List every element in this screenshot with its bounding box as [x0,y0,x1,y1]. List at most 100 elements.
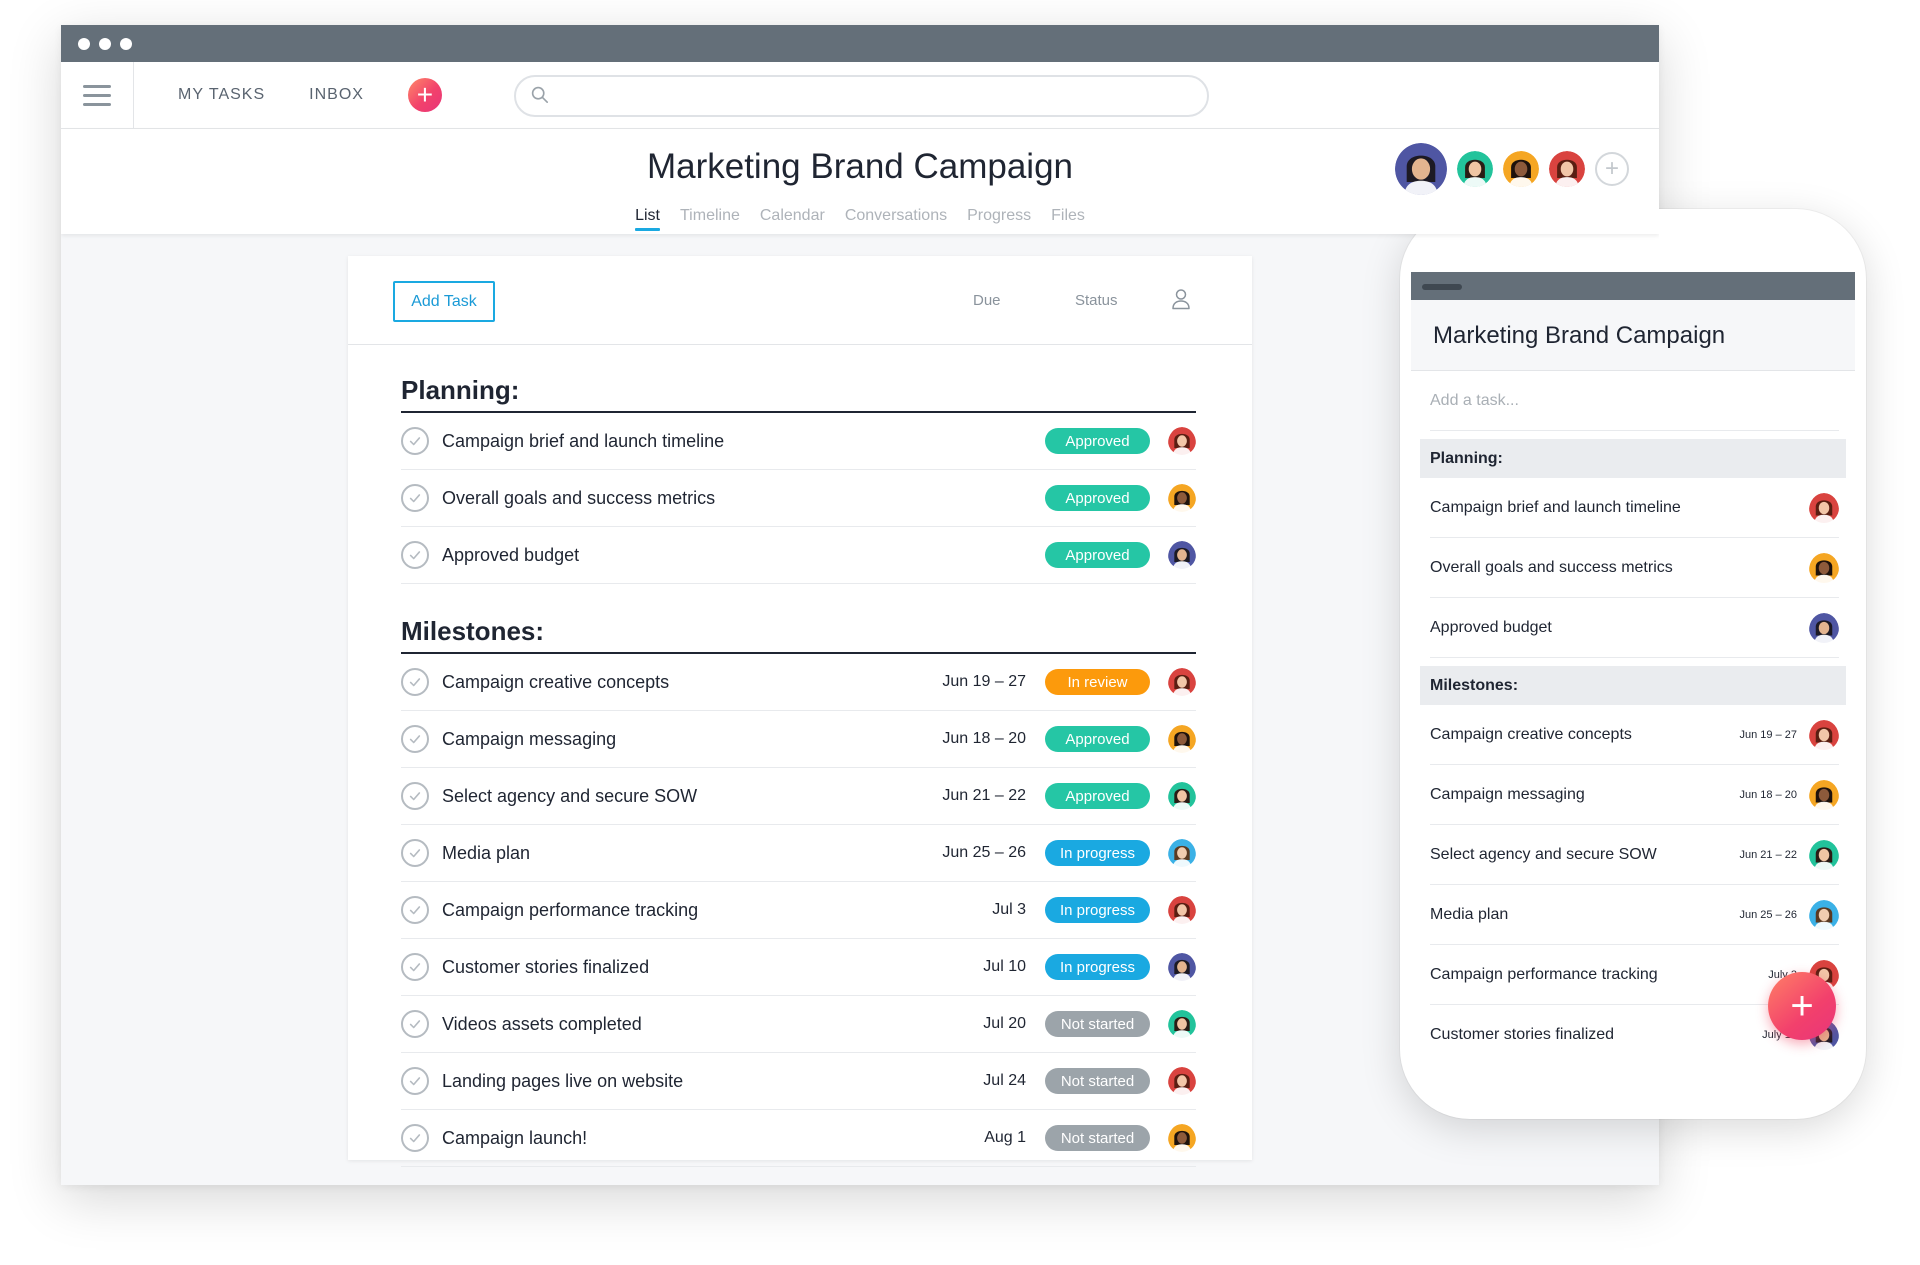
status-badge[interactable]: Approved [1045,783,1150,809]
phone-task-name[interactable]: Overall goals and success metrics [1430,558,1673,576]
task-row[interactable]: Overall goals and success metrics Approv… [401,470,1196,527]
assignee-avatar[interactable] [1168,953,1196,986]
section-title[interactable]: Milestones: [401,612,1196,654]
task-row[interactable]: Campaign creative concepts Jun 19 – 27 I… [401,654,1196,711]
complete-task-checkbox[interactable] [401,725,429,753]
phone-assignee-avatar[interactable] [1809,780,1839,815]
phone-task-row[interactable]: Media plan Jun 25 – 26 [1430,885,1839,945]
status-badge[interactable]: In progress [1045,840,1150,866]
person-icon[interactable] [1171,288,1191,310]
status-badge[interactable]: In progress [1045,897,1150,923]
task-row[interactable]: Campaign messaging Jun 18 – 20 Approved [401,711,1196,768]
task-row[interactable]: Campaign launch! Aug 1 Not started [401,1110,1196,1167]
task-row[interactable]: Select agency and secure SOW Jun 21 – 22… [401,768,1196,825]
task-due-date[interactable]: Jul 24 [983,1072,1026,1089]
tab-list[interactable]: List [635,207,660,231]
phone-assignee-avatar[interactable] [1809,493,1839,528]
add-member-button[interactable]: + [1595,152,1629,186]
status-badge[interactable]: Not started [1045,1125,1150,1151]
phone-assignee-avatar[interactable] [1809,613,1839,648]
phone-task-row[interactable]: Select agency and secure SOW Jun 21 – 22 [1430,825,1839,885]
tab-progress[interactable]: Progress [967,207,1032,224]
task-name[interactable]: Landing pages live on website [442,1070,684,1091]
complete-task-checkbox[interactable] [401,668,429,696]
phone-task-name[interactable]: Select agency and secure SOW [1430,845,1657,863]
phone-task-row[interactable]: Overall goals and success metrics [1430,538,1839,598]
task-due-date[interactable]: Jun 25 – 26 [942,844,1026,861]
assignee-avatar[interactable] [1168,839,1196,872]
phone-section-title[interactable]: Milestones: [1420,666,1846,705]
assignee-avatar[interactable] [1168,1124,1196,1157]
assignee-avatar[interactable] [1168,668,1196,701]
task-row[interactable]: Campaign brief and launch timeline Appro… [401,413,1196,470]
quick-add-button[interactable]: + [407,78,442,112]
phone-assignee-avatar[interactable] [1809,900,1839,935]
window-close-dot[interactable] [78,37,90,50]
complete-task-checkbox[interactable] [401,541,429,569]
phone-add-task-input[interactable]: Add a task... [1430,371,1839,431]
search-input[interactable] [514,75,1209,117]
task-row[interactable]: Customer stories finalized Jul 10 In pro… [401,939,1196,996]
complete-task-checkbox[interactable] [401,1067,429,1095]
nav-my-tasks[interactable]: MY TASKS [178,86,266,103]
nav-inbox[interactable]: INBOX [309,86,364,103]
task-name[interactable]: Approved budget [442,544,580,565]
task-name[interactable]: Customer stories finalized [442,956,650,977]
status-badge[interactable]: Approved [1045,485,1150,511]
phone-add-fab[interactable]: + [1768,972,1836,1040]
complete-task-checkbox[interactable] [401,1124,429,1152]
task-name[interactable]: Campaign creative concepts [442,671,670,692]
complete-task-checkbox[interactable] [401,782,429,810]
assignee-avatar[interactable] [1168,484,1196,517]
task-name[interactable]: Videos assets completed [442,1013,642,1034]
complete-task-checkbox[interactable] [401,953,429,981]
status-badge[interactable]: Not started [1045,1011,1150,1037]
window-minimize-dot[interactable] [99,37,111,50]
column-header-status[interactable]: Status [1075,292,1118,309]
task-name[interactable]: Campaign performance tracking [442,899,699,920]
assignee-avatar[interactable] [1168,782,1196,815]
assignee-avatar[interactable] [1168,896,1196,929]
task-due-date[interactable]: Jun 18 – 20 [942,730,1026,747]
status-badge[interactable]: In review [1045,669,1150,695]
task-due-date[interactable]: Jun 19 – 27 [942,673,1026,690]
phone-task-name[interactable]: Media plan [1430,905,1509,923]
phone-task-row[interactable]: Campaign messaging Jun 18 – 20 [1430,765,1839,825]
task-name[interactable]: Campaign launch! [442,1127,588,1148]
assignee-avatar[interactable] [1168,1010,1196,1043]
task-name[interactable]: Media plan [442,842,531,863]
phone-task-name[interactable]: Approved budget [1430,618,1552,636]
phone-task-name[interactable]: Customer stories finalized [1430,1026,1615,1043]
tab-timeline[interactable]: Timeline [680,207,740,224]
assignee-avatar[interactable] [1168,427,1196,460]
phone-task-name[interactable]: Campaign brief and launch timeline [1430,498,1681,516]
phone-task-name[interactable]: Campaign performance tracking [1430,965,1658,983]
member-avatar[interactable] [1395,143,1447,195]
section-title[interactable]: Planning: [401,371,1196,413]
task-due-date[interactable]: Jul 20 [983,1015,1026,1032]
status-badge[interactable]: Approved [1045,726,1150,752]
status-badge[interactable]: Not started [1045,1068,1150,1094]
tab-conversations[interactable]: Conversations [844,207,948,224]
phone-task-row[interactable]: Campaign brief and launch timeline [1430,478,1839,538]
member-avatar[interactable] [1549,151,1585,187]
member-avatar[interactable] [1503,151,1539,187]
task-row[interactable]: Videos assets completed Jul 20 Not start… [401,996,1196,1053]
task-name[interactable]: Select agency and secure SOW [442,785,698,806]
phone-task-name[interactable]: Campaign creative concepts [1430,725,1632,743]
column-header-due[interactable]: Due [973,292,1001,309]
status-badge[interactable]: Approved [1045,428,1150,454]
task-due-date[interactable]: Jul 10 [983,958,1026,975]
task-name[interactable]: Overall goals and success metrics [442,487,716,508]
phone-assignee-avatar[interactable] [1809,840,1839,875]
tab-files[interactable]: Files [1051,207,1085,224]
task-row[interactable]: Landing pages live on website Jul 24 Not… [401,1053,1196,1110]
complete-task-checkbox[interactable] [401,896,429,924]
task-row[interactable]: Media plan Jun 25 – 26 In progress [401,825,1196,882]
task-name[interactable]: Campaign messaging [442,728,617,749]
add-task-button[interactable]: Add Task [393,281,495,322]
assignee-avatar[interactable] [1168,725,1196,758]
status-badge[interactable]: Approved [1045,542,1150,568]
task-row[interactable]: Approved budget Approved [401,527,1196,584]
complete-task-checkbox[interactable] [401,427,429,455]
